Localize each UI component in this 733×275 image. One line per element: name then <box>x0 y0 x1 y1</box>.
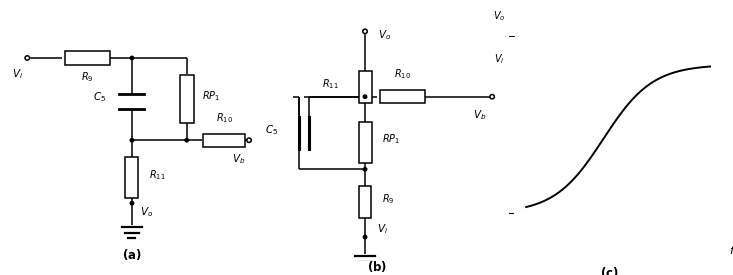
Circle shape <box>130 202 133 205</box>
Text: $R_9$: $R_9$ <box>81 70 93 84</box>
Circle shape <box>364 235 366 239</box>
Circle shape <box>364 167 366 171</box>
Text: $R_{10}$: $R_{10}$ <box>394 67 411 81</box>
Text: $V_i$: $V_i$ <box>12 67 23 81</box>
Text: $V_o$: $V_o$ <box>493 10 505 23</box>
Bar <box>203 134 246 147</box>
Circle shape <box>364 95 366 98</box>
Text: $RP_1$: $RP_1$ <box>202 89 220 103</box>
Text: $\mathbf{(b)}$: $\mathbf{(b)}$ <box>367 259 388 274</box>
Text: $R_{10}$: $R_{10}$ <box>216 111 232 125</box>
Text: $\mathbf{(a)}$: $\mathbf{(a)}$ <box>122 247 141 262</box>
Text: $C_5$: $C_5$ <box>265 123 278 137</box>
Bar <box>358 122 372 163</box>
Bar <box>180 75 194 123</box>
Text: $C_5$: $C_5$ <box>93 90 106 104</box>
Bar <box>359 186 371 218</box>
Text: $RP_1$: $RP_1$ <box>383 133 401 147</box>
Circle shape <box>130 56 133 60</box>
Bar <box>380 90 425 103</box>
Text: $V_b$: $V_b$ <box>473 108 487 122</box>
Text: $R_{11}$: $R_{11}$ <box>322 77 339 91</box>
Bar <box>125 157 139 198</box>
Text: $V_o$: $V_o$ <box>140 205 153 219</box>
Text: $R_{11}$: $R_{11}$ <box>150 168 166 182</box>
Text: $f$: $f$ <box>729 244 733 256</box>
Bar <box>65 51 109 65</box>
Text: $V_b$: $V_b$ <box>232 152 246 166</box>
Circle shape <box>130 139 133 142</box>
Text: $R_9$: $R_9$ <box>383 192 395 206</box>
Bar <box>358 71 372 103</box>
Text: $V_i$: $V_i$ <box>494 52 504 66</box>
Circle shape <box>185 139 188 142</box>
Text: $V_i$: $V_i$ <box>377 222 388 236</box>
Text: $\mathbf{(c)}$: $\mathbf{(c)}$ <box>600 265 619 275</box>
Text: $V_o$: $V_o$ <box>378 29 391 42</box>
